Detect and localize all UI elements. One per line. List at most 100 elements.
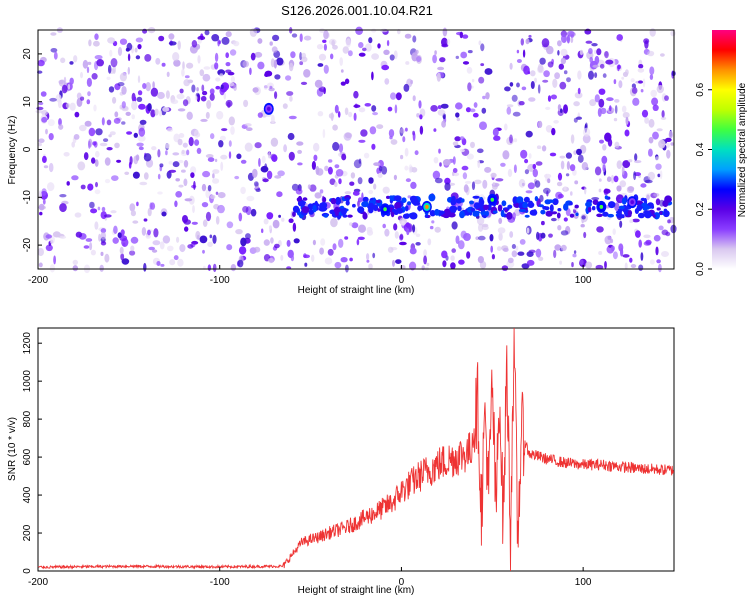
spectrogram-cell — [112, 96, 117, 104]
spectrogram-cell — [480, 43, 485, 52]
spectrogram-cell — [93, 104, 97, 112]
spectrogram-cell — [271, 114, 275, 124]
spectrogram-cell — [560, 244, 567, 251]
spectrogram-cell — [141, 227, 147, 236]
spectrogram-cell — [255, 188, 261, 192]
spectrogram-cell — [194, 139, 200, 146]
spectrogram-cell — [94, 55, 103, 60]
spectrogram-cell — [246, 195, 255, 202]
spectrogram-cell — [371, 28, 377, 33]
spectrogram-cell — [377, 159, 384, 168]
spectrogram-band-cell — [301, 206, 310, 214]
spectrogram-band-cell — [361, 201, 369, 208]
spectrogram-cell — [144, 54, 152, 62]
spectrogram-cell — [635, 230, 641, 238]
spectrogram-x-tick-label: -100 — [210, 275, 230, 286]
spectrogram-cell — [565, 152, 573, 159]
spectrogram-cell — [221, 128, 228, 132]
spectrogram-band-cell — [429, 210, 436, 217]
spectrogram-cell — [204, 29, 210, 36]
spectrogram-band-cell — [402, 213, 410, 219]
spectrogram-cell — [366, 259, 370, 263]
spectrogram-cell — [365, 43, 372, 52]
spectrogram-cell — [320, 238, 326, 246]
spectrogram-cell — [201, 183, 207, 192]
spectrogram-cell — [616, 160, 622, 170]
spectrogram-band-cell — [575, 212, 579, 217]
spectrogram-cell — [74, 212, 82, 218]
spectrogram-cell — [145, 234, 151, 239]
spectrogram-cell — [553, 249, 557, 259]
spectrogram-cell — [551, 127, 556, 136]
spectrogram-band-cell — [470, 207, 476, 212]
spectrogram-cell — [114, 142, 120, 149]
spectrogram-cell — [415, 49, 419, 55]
spectrogram-band-cell — [618, 205, 625, 210]
spectrogram-cell — [314, 79, 323, 88]
spectrogram-cell — [560, 230, 569, 236]
spectrogram-cell — [524, 169, 530, 175]
spectrogram-cell — [566, 34, 571, 44]
spectrogram-cell — [38, 262, 43, 268]
spectrogram-band-cell — [308, 209, 315, 215]
spectrogram-cell — [629, 219, 634, 223]
spectrogram-cell — [376, 124, 384, 129]
spectrogram-cell — [581, 162, 589, 171]
spectrogram-cell — [317, 63, 324, 67]
spectrogram-cell — [601, 155, 608, 164]
spectrogram-cell — [324, 257, 333, 265]
spectrogram-band-cell — [335, 196, 342, 205]
spectrogram-cell — [41, 109, 48, 116]
spectrogram-cell — [570, 36, 574, 43]
spectrogram-band-cell — [485, 210, 489, 217]
spectrogram-cell — [513, 164, 517, 173]
spectrogram-band-cell — [574, 204, 579, 209]
spectrogram-cell — [484, 166, 492, 173]
spectrogram-cell — [656, 85, 664, 94]
spectrogram-cell — [187, 244, 194, 249]
spectrogram-cell — [249, 28, 257, 37]
spectrogram-cell — [257, 112, 263, 118]
spectrogram-cell — [464, 180, 472, 184]
spectrogram-cell — [288, 115, 297, 120]
spectrogram-cell — [588, 70, 594, 80]
colorbar: 0.0 0.2 0.4 0.6 Normalized spectral amplitu… — [695, 30, 748, 276]
spectrogram-cell — [48, 133, 54, 141]
spectrogram-cell — [652, 104, 659, 112]
spectrogram-cell — [225, 52, 229, 59]
spectrogram-cell — [103, 214, 112, 218]
spectrogram-cell — [48, 162, 54, 173]
spectrogram-band-cell — [663, 208, 668, 213]
spectrogram-cell — [183, 178, 188, 187]
spectrogram-band-cell — [608, 201, 616, 209]
spectrogram-cell — [423, 249, 427, 257]
spectrogram-cell — [613, 175, 619, 183]
spectrogram-cell — [607, 138, 613, 147]
spectrogram-cell — [286, 239, 291, 247]
spectrogram-cell — [136, 96, 143, 102]
spectrogram-cell — [638, 80, 643, 84]
spectrogram-cell — [143, 218, 148, 222]
spectrogram-cell — [87, 183, 94, 191]
spectrogram-cell — [479, 121, 487, 130]
spectrogram-cell — [519, 239, 526, 245]
spectrogram-cell — [602, 73, 607, 78]
spectrogram-cell — [471, 181, 476, 190]
spectrogram-cell — [217, 69, 226, 76]
spectrogram-band-cell — [401, 197, 407, 203]
spectrogram-cell — [416, 113, 420, 118]
spectrogram-cell — [373, 162, 381, 167]
spectrogram-cell — [289, 62, 294, 72]
spectrogram-cell — [506, 106, 512, 115]
spectrogram-cell — [83, 152, 89, 161]
spectrogram-cell — [176, 236, 180, 243]
spectrogram-cell — [131, 100, 138, 111]
spectrogram-cell — [202, 73, 211, 82]
spectrogram-cell — [389, 135, 393, 140]
spectrogram-x-axis-label: Height of straight line (km) — [298, 285, 415, 296]
spectrogram-cell — [35, 109, 43, 114]
spectrogram-cell — [327, 166, 333, 175]
spectrogram-cell — [138, 127, 146, 137]
snr-x-tick-label: 100 — [575, 577, 592, 588]
spectrogram-cell — [511, 244, 516, 249]
